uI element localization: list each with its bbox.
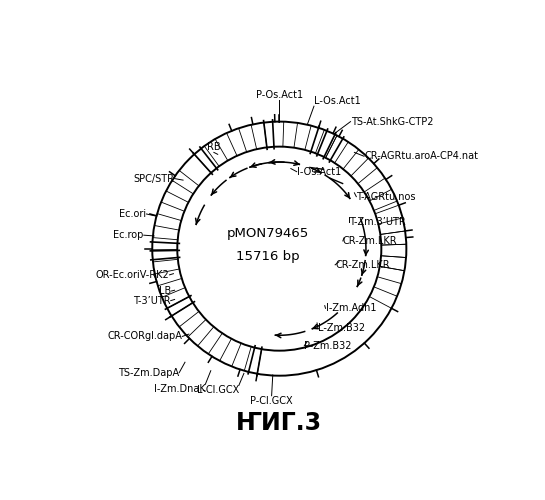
- Polygon shape: [283, 122, 337, 158]
- Polygon shape: [375, 205, 407, 270]
- Polygon shape: [172, 302, 262, 374]
- Text: L-Cl.GCX: L-Cl.GCX: [197, 386, 239, 396]
- Text: P-Zm.B32: P-Zm.B32: [304, 340, 352, 350]
- Text: CR-Zm.LKR: CR-Zm.LKR: [335, 260, 390, 270]
- Text: TS-At.ShkG-CTP2: TS-At.ShkG-CTP2: [350, 116, 433, 126]
- Polygon shape: [325, 136, 397, 210]
- Polygon shape: [264, 122, 399, 214]
- Text: L-Os.Act1: L-Os.Act1: [314, 96, 361, 106]
- Text: I-Os.Act1: I-Os.Act1: [296, 166, 341, 176]
- Text: RB: RB: [207, 142, 221, 152]
- Text: T-3’UTR: T-3’UTR: [133, 296, 171, 306]
- Text: CR-AGRtu.aroA-CP4.nat: CR-AGRtu.aroA-CP4.nat: [364, 151, 478, 161]
- Text: Ec.ori: Ec.ori: [119, 209, 147, 219]
- Text: OR-Ec.oriV-RK2: OR-Ec.oriV-RK2: [96, 270, 169, 280]
- Polygon shape: [152, 170, 199, 308]
- Text: I-Zm.DnaK: I-Zm.DnaK: [154, 384, 205, 394]
- Text: P-Os.Act1: P-Os.Act1: [256, 90, 303, 101]
- Text: pMON79465: pMON79465: [227, 227, 309, 240]
- Text: LB: LB: [159, 286, 172, 296]
- Text: Ec.rop: Ec.rop: [113, 230, 144, 240]
- Text: TS-Zm.DapA: TS-Zm.DapA: [118, 368, 179, 378]
- Text: SPC/STR: SPC/STR: [134, 174, 174, 184]
- Text: CR-Zm.LKR: CR-Zm.LKR: [343, 236, 397, 246]
- Text: L-Zm.B32: L-Zm.B32: [318, 322, 365, 332]
- Polygon shape: [195, 122, 267, 173]
- Text: T-AGRtu.nos: T-AGRtu.nos: [356, 192, 416, 202]
- Text: P-Cl.GCX: P-Cl.GCX: [250, 396, 293, 406]
- Text: I-Zm.Adh1: I-Zm.Adh1: [325, 304, 376, 314]
- Text: T-Zm.3’UTR: T-Zm.3’UTR: [349, 216, 405, 226]
- Text: 15716 bp: 15716 bp: [236, 250, 300, 263]
- Text: CR-CORgl.dapA: CR-CORgl.dapA: [107, 332, 182, 342]
- Polygon shape: [257, 296, 391, 376]
- Text: ҤИГ.3: ҤИГ.3: [236, 412, 323, 436]
- Polygon shape: [370, 231, 407, 308]
